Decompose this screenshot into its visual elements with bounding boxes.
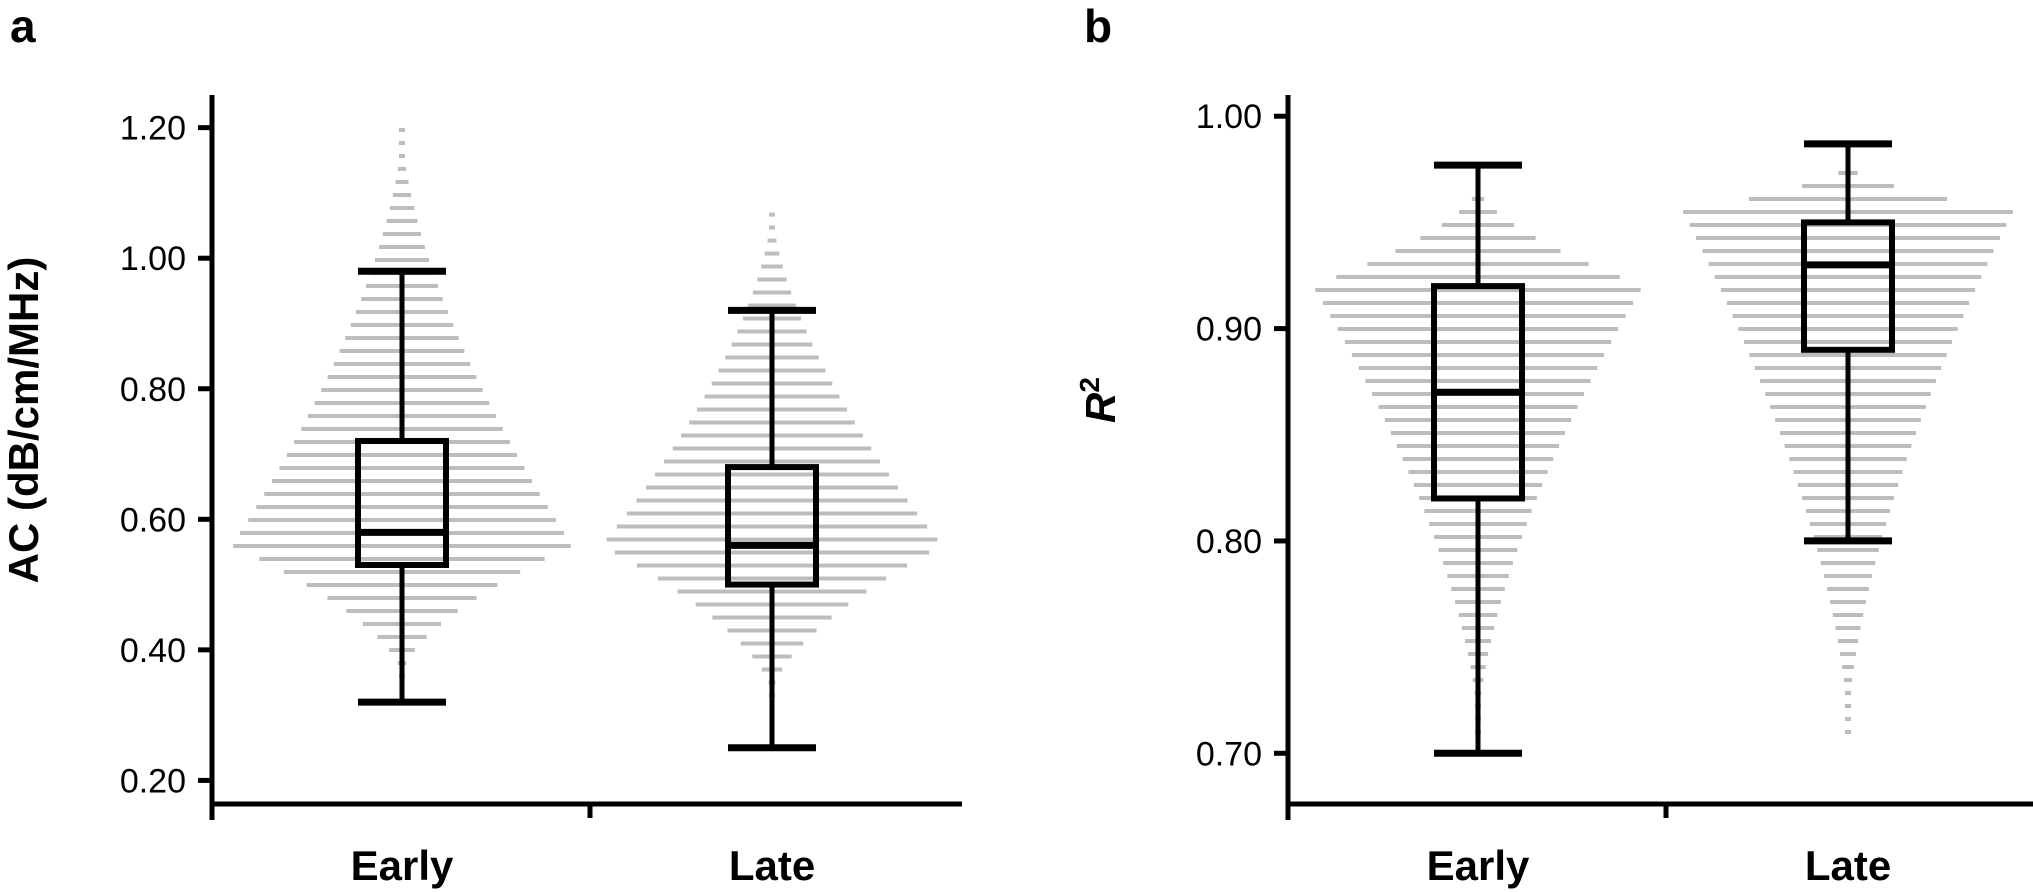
panel-b-ytick-label-2: 0.90 bbox=[1196, 311, 1262, 349]
panel-a-ytick-label-3: 0.80 bbox=[120, 371, 186, 409]
panel-a-late-box bbox=[725, 464, 819, 588]
panel-a-category-early: Early bbox=[351, 842, 454, 889]
panel-b-distribution bbox=[1315, 171, 2013, 735]
panel-a-distribution bbox=[233, 127, 938, 698]
panel-b-ytick-label-3: 1.00 bbox=[1196, 98, 1262, 136]
panel-a: a 0.20 0.40 0.60 0.80 1.00 1.20 AC (dB/cm/MHz… bbox=[0, 0, 962, 889]
panel-a-ytick-label-5: 1.20 bbox=[120, 110, 186, 148]
panel-b-letter: b bbox=[1084, 0, 1112, 52]
panel-b-y-axis-title-base: R bbox=[1077, 392, 1124, 423]
panel-a-y-axis-title: AC (dB/cm/MHz) bbox=[0, 257, 47, 584]
panel-a-ytick-label-0: 0.20 bbox=[120, 762, 186, 800]
panel-a-ytick-label-2: 0.60 bbox=[120, 501, 186, 539]
panel-b-y-ticks: 0.70 0.80 0.90 1.00 bbox=[1196, 98, 1288, 773]
panel-b-category-late: Late bbox=[1805, 842, 1891, 889]
panel-a-boxplots bbox=[355, 267, 819, 752]
panel-b-ytick-label-0: 0.70 bbox=[1196, 735, 1262, 773]
panel-a-ytick-label-1: 0.40 bbox=[120, 632, 186, 670]
panel-b-late-box bbox=[1801, 219, 1895, 353]
panel-b-boxplots bbox=[1431, 140, 1895, 757]
panel-a-ytick-label-4: 1.00 bbox=[120, 240, 186, 278]
panel-b-ytick-label-1: 0.80 bbox=[1196, 523, 1262, 561]
panel-a-letter: a bbox=[10, 0, 36, 52]
panel-b-y-axis-title-sup: 2 bbox=[1074, 377, 1105, 393]
panel-a-category-late: Late bbox=[729, 842, 815, 889]
panel-a-y-ticks: 0.20 0.40 0.60 0.80 1.00 1.20 bbox=[120, 110, 212, 800]
panel-a-early-box bbox=[355, 437, 449, 569]
panel-b-y-axis-title: R2 bbox=[1074, 377, 1124, 423]
panel-b: b 0.70 0.80 0.90 1.00 R2 Early Late bbox=[1074, 0, 2033, 889]
panel-b-category-early: Early bbox=[1427, 842, 1530, 889]
